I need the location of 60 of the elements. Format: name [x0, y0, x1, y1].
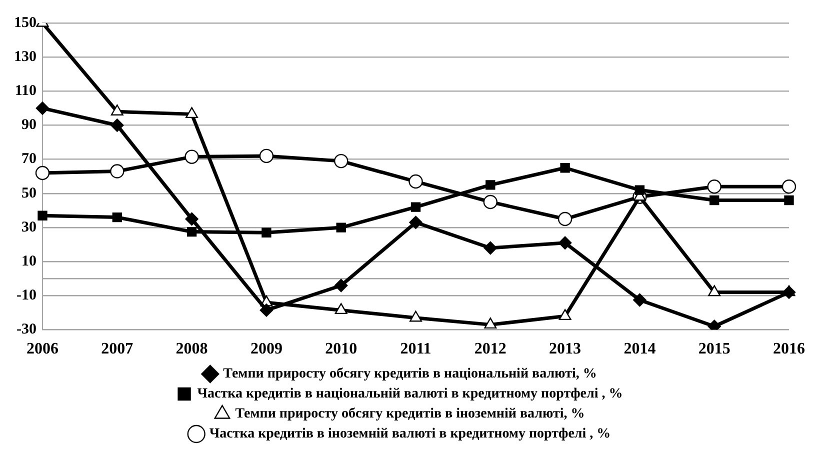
point	[708, 285, 721, 296]
point	[409, 216, 422, 230]
point	[782, 180, 796, 194]
point	[112, 212, 122, 222]
x-tick-label: 2006	[26, 340, 58, 358]
x-tick-label: 2010	[325, 340, 358, 358]
point	[184, 150, 199, 164]
point	[483, 194, 498, 210]
y-tick-label: -30	[16, 322, 36, 338]
legend-label: Частка кредитів в іноземній валюті в кредитному портфелі , %	[209, 426, 611, 442]
point	[259, 148, 274, 164]
x-tick-label: 2013	[549, 340, 582, 358]
point	[336, 222, 346, 232]
point	[185, 212, 198, 226]
point	[334, 303, 348, 314]
point	[36, 102, 50, 115]
point	[707, 180, 722, 194]
legend-label: Темпи приросту обсягу кредитів в іноземній валюті, %	[235, 406, 585, 422]
point	[38, 210, 48, 220]
legend-label: Темпи приросту обсягу кредитів в національній валюті, %	[223, 366, 597, 382]
point	[262, 228, 272, 238]
point	[260, 304, 274, 317]
x-tick-label: 2012	[474, 340, 506, 358]
point	[484, 241, 497, 255]
point	[334, 154, 348, 168]
point	[334, 278, 348, 292]
point	[186, 226, 197, 237]
point	[558, 309, 572, 320]
y-tick-label: 130	[14, 48, 36, 65]
point	[35, 166, 50, 180]
point	[560, 163, 570, 173]
y-tick-label: 30	[22, 219, 36, 236]
y-tick-label: -10	[16, 288, 36, 304]
x-tick-label: 2007	[101, 340, 134, 358]
legend-label: Частка кредитів в національній валюті в кредитному портфелі , %	[197, 386, 623, 402]
point	[634, 185, 645, 195]
x-tick-label: 2014	[624, 340, 656, 358]
x-tick-label: 2016	[773, 340, 805, 358]
point	[710, 195, 720, 206]
point	[558, 212, 572, 226]
x-tick-label: 2011	[400, 340, 432, 358]
y-tick-label: 110	[14, 83, 36, 100]
point	[484, 318, 497, 329]
point	[486, 180, 496, 190]
y-tick-label: 90	[22, 117, 36, 134]
point	[633, 293, 646, 307]
point	[410, 310, 422, 322]
x-tick-label: 2015	[698, 340, 730, 358]
point	[110, 118, 124, 132]
x-tick-label: 2009	[250, 340, 282, 358]
y-tick-label: 70	[22, 151, 36, 168]
x-tick-label: 2008	[176, 340, 208, 358]
point	[410, 202, 421, 212]
point	[110, 164, 124, 178]
point	[408, 174, 423, 189]
y-tick-label: 150	[14, 14, 36, 31]
y-tick-label: 10	[22, 253, 36, 270]
point	[784, 195, 794, 206]
point	[558, 236, 572, 250]
y-tick-label: 50	[22, 185, 36, 202]
